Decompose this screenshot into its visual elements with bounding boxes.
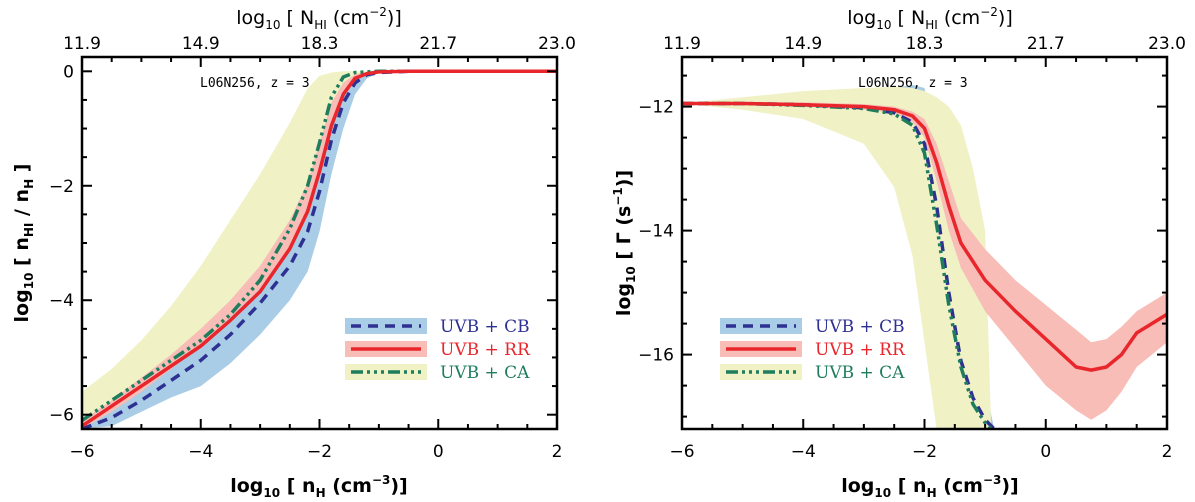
top-tick-label: 14.9: [182, 34, 220, 54]
panel-title-left: L06N256, z = 3: [200, 76, 310, 91]
y-axis-label-right: log10 [ Γ (s−1)]: [611, 170, 638, 316]
series-line-rr-1: [682, 101, 1167, 372]
top-tick-label: 23.0: [1148, 34, 1186, 54]
panel-title-right: L06N256, z = 3: [858, 76, 968, 91]
x-tick-label: 2: [552, 442, 563, 462]
legend-band-ca-right: [720, 364, 802, 380]
series-line-rr-0: [82, 69, 557, 428]
x-axis-label-right: log10 [ nH (cm−3)]: [841, 473, 1019, 500]
x-tick-label: −2: [912, 442, 937, 462]
x-tick-label: −2: [307, 442, 332, 462]
legend-label-cb-right: UVB + CB: [815, 317, 905, 337]
x-tick-label: −6: [69, 442, 94, 462]
y-tick-label: −14: [638, 222, 674, 242]
lines-right: [682, 101, 1167, 429]
legend-label-ca-left: UVB + CA: [440, 363, 530, 383]
y-tick-label: −6: [49, 406, 74, 426]
top-tick-label: 21.7: [1027, 34, 1065, 54]
ticks-right: [681, 57, 1168, 429]
legend-band-ca-left: [345, 364, 427, 380]
legend-right: UVB + CB UVB + RR UVB + CA: [720, 317, 906, 383]
x-tick-label: −6: [669, 442, 694, 462]
top-tick-label: 11.9: [63, 34, 101, 54]
x-axis-label-left: log10 [ nH (cm−3)]: [230, 473, 408, 500]
tick-labels-left: −6 −4 −2 0 2 11.9 14.9 18.3 21.7 23.0 −6 −4 −2 0: [49, 34, 576, 462]
legend-label-ca-right: UVB + CA: [815, 363, 905, 383]
top-axis-label-left: log10 [ NHI (cm−2)]: [236, 5, 401, 32]
y-tick-label: −4: [49, 291, 74, 311]
y-tick-label: −2: [49, 177, 74, 197]
legend-left: UVB + CB UVB + RR UVB + CA: [345, 317, 531, 383]
x-tick-label: 0: [433, 442, 444, 462]
top-tick-label: 18.3: [301, 34, 339, 54]
legend-label-rr-right: UVB + RR: [815, 340, 906, 360]
top-tick-label: 21.7: [419, 34, 457, 54]
ticks-left: [81, 57, 558, 429]
top-tick-label: 14.9: [784, 34, 822, 54]
y-axis-label-left: log10 [ nHI / nH ]: [11, 164, 36, 323]
x-tick-label: −4: [791, 442, 816, 462]
y-tick-label: 0: [63, 62, 74, 82]
top-tick-label: 23.0: [538, 34, 576, 54]
x-tick-label: 0: [1040, 442, 1051, 462]
lines-left: [82, 69, 557, 429]
top-tick-label: 18.3: [906, 34, 944, 54]
tick-labels-right: −6 −4 −2 0 2 11.9 14.9 18.3 21.7 23.0 −12 −14 −16: [638, 34, 1186, 462]
x-tick-label: 2: [1162, 442, 1173, 462]
top-axis-label-right: log10 [ NHI (cm−2)]: [847, 5, 1012, 32]
panel-right-photoionization: −6 −4 −2 0 2 11.9 14.9 18.3 21.7 23.0 −12 −14 −16 L0…: [611, 5, 1186, 500]
top-tick-label: 11.9: [663, 34, 701, 54]
legend-label-rr-left: UVB + RR: [440, 340, 531, 360]
y-tick-label: −16: [638, 346, 674, 366]
band-ca-1: [682, 86, 992, 429]
legend-label-cb-left: UVB + CB: [440, 317, 530, 337]
panel-left-hi-fraction: −6 −4 −2 0 2 11.9 14.9 18.3 21.7 23.0 −6 −4 −2 0 L06N…: [11, 5, 576, 500]
y-tick-label: −12: [638, 98, 674, 118]
x-tick-label: −4: [188, 442, 213, 462]
series-line-ca-0: [82, 69, 557, 422]
